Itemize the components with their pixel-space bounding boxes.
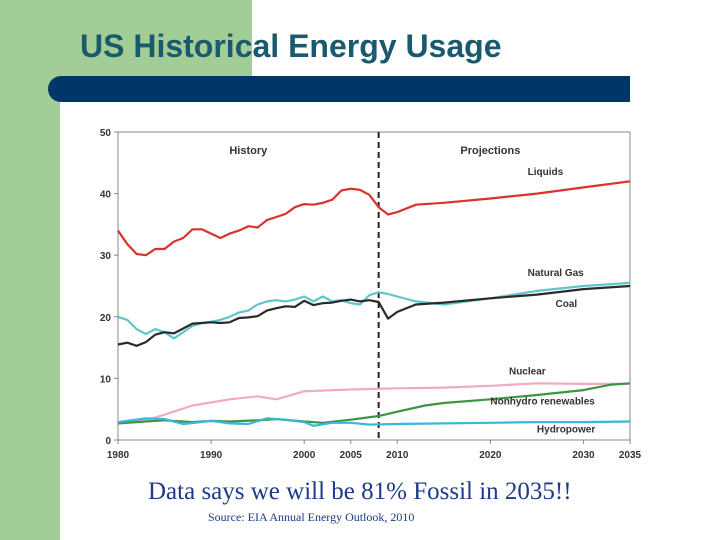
chart-caption: Data says we will be 81% Fossil in 2035!… xyxy=(148,478,572,505)
energy-chart: 0 10 20 30 40 50 1980 1990 2000 2005 2010 2020 2030 2… xyxy=(84,112,650,472)
series-label: Hydropower xyxy=(537,425,595,436)
series-line xyxy=(117,417,631,427)
series-label: Natural Gas xyxy=(528,268,585,279)
series-line xyxy=(117,281,631,340)
y-tick-label: 10 xyxy=(100,374,112,385)
series-label: Nuclear xyxy=(509,367,546,378)
series-label: Nonhydro renewables xyxy=(490,396,595,407)
x-tick-label: 1980 xyxy=(107,450,130,461)
title-underline-bar xyxy=(48,76,630,102)
x-tick-label: 2005 xyxy=(340,450,363,461)
slide-title: US Historical Energy Usage xyxy=(80,28,502,64)
x-tick-label: 2020 xyxy=(479,450,502,461)
x-tick-label: 2030 xyxy=(572,450,595,461)
series-line xyxy=(117,284,631,347)
x-tick-label: 2010 xyxy=(386,450,409,461)
series-line xyxy=(117,382,630,425)
y-tick-label: 40 xyxy=(100,190,112,201)
y-tick-label: 20 xyxy=(100,313,112,324)
y-tick-label: 50 xyxy=(100,128,112,139)
x-tick-label: 2035 xyxy=(619,450,642,461)
x-tick-label: 1990 xyxy=(200,450,223,461)
region-label: Projections xyxy=(460,145,520,157)
region-label: History xyxy=(229,145,268,157)
y-tick-label: 30 xyxy=(100,251,112,262)
series-line xyxy=(117,180,631,257)
x-tick-label: 2000 xyxy=(293,450,316,461)
series-label: Liquids xyxy=(528,167,564,178)
y-tick-label: 0 xyxy=(105,436,111,447)
source-note: Source: EIA Annual Energy Outlook, 2010 xyxy=(208,510,415,524)
top-green-block xyxy=(60,0,252,76)
series-label: Coal xyxy=(556,299,578,310)
